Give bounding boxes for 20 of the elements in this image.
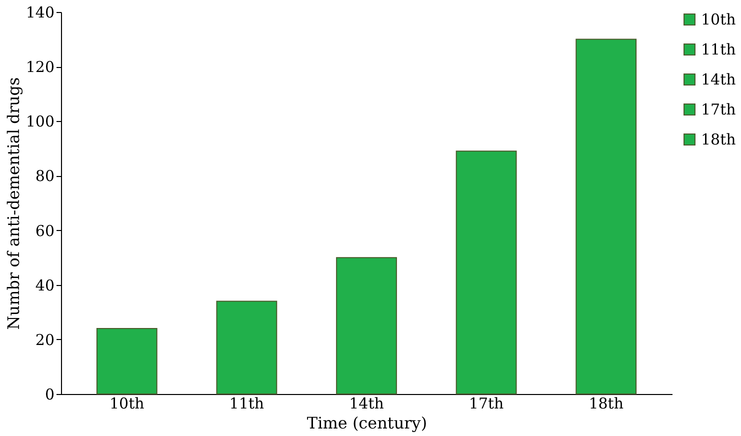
- x-tick-label: 11th: [229, 394, 264, 412]
- y-tick-label: 140: [26, 4, 54, 22]
- y-tick-label: 100: [26, 112, 54, 131]
- x-axis-title: Time (century): [306, 414, 428, 432]
- legend-label: 10th: [701, 10, 736, 28]
- x-tick-label: 17th: [468, 394, 504, 412]
- x-tick-label: 10th: [110, 394, 145, 412]
- y-tick-label: 20: [35, 330, 54, 349]
- y-tick-label: 120: [26, 58, 54, 76]
- y-tick-label: 60: [35, 222, 54, 240]
- y-tick-label: 40: [35, 276, 54, 294]
- y-tick-label: 80: [35, 167, 54, 186]
- legend-label: 18th: [701, 130, 736, 148]
- y-axis-title: Numbr of anti-demential drugs: [4, 77, 23, 330]
- x-tick-label: 18th: [588, 394, 624, 412]
- legend-label: 17th: [701, 100, 736, 118]
- y-tick-label: 0: [44, 386, 54, 404]
- x-tick-label: 14th: [349, 394, 384, 412]
- legend-label: 11th: [701, 40, 736, 58]
- legend-label: 14th: [701, 70, 736, 88]
